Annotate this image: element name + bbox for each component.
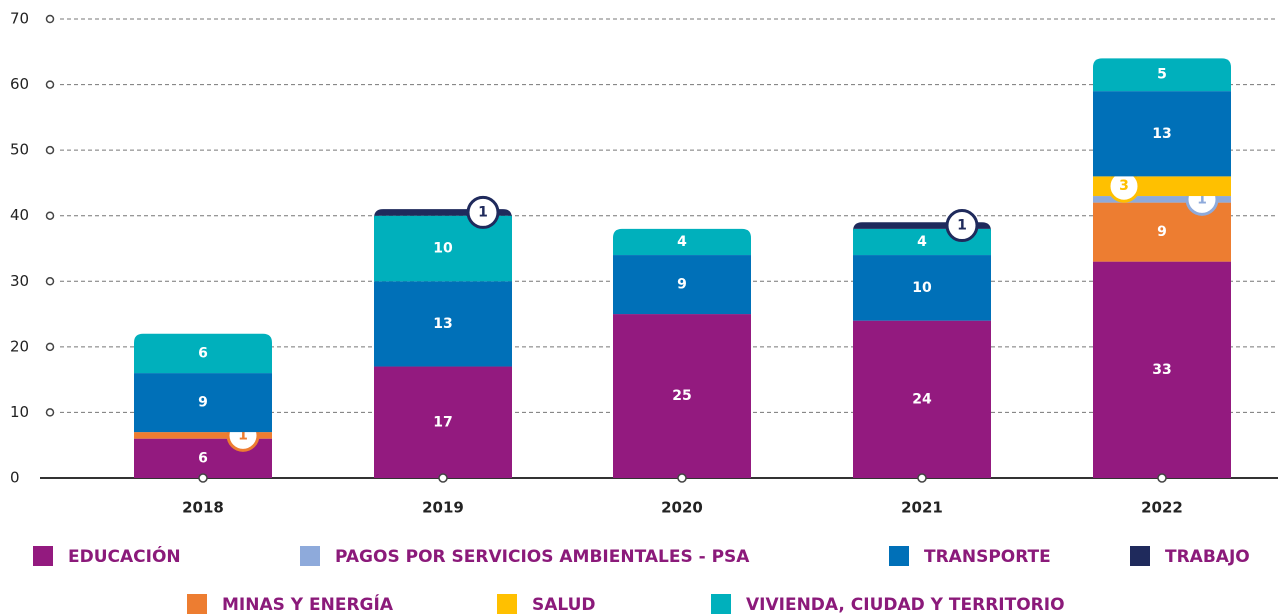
bar-segment (853, 320, 991, 478)
legend-swatch (1130, 546, 1150, 566)
x-tick-dot (438, 473, 448, 483)
legend-label: TRABAJO (1165, 547, 1250, 567)
y-tick-dot (45, 408, 55, 417)
data-label: 17 (433, 414, 452, 430)
y-tick-dot (45, 80, 55, 89)
y-tick-label: 70 (10, 10, 29, 28)
data-label: 25 (672, 388, 691, 404)
y-tick-label: 0 (10, 469, 20, 487)
legend-swatch (187, 594, 207, 614)
callout (945, 209, 979, 243)
y-tick-dot (45, 145, 55, 155)
data-label: 9 (198, 395, 208, 411)
x-tick-label: 2021 (901, 499, 943, 517)
data-label: 6 (198, 345, 208, 361)
data-label: 1 (957, 218, 967, 234)
bar-segment (613, 314, 751, 478)
data-label: 4 (917, 234, 927, 250)
bar-segment (853, 255, 991, 321)
x-tick-label: 2019 (422, 499, 464, 517)
bar-segment (613, 255, 751, 315)
data-label: 1 (238, 427, 248, 443)
y-tick-label: 20 (10, 337, 29, 355)
y-tick-dot (45, 211, 55, 220)
x-tick-label: 2018 (182, 499, 224, 517)
callout (466, 195, 500, 229)
data-label: 1 (478, 204, 488, 220)
data-label: 10 (912, 280, 932, 296)
data-label: 3 (1119, 178, 1129, 194)
bar-segment (134, 373, 272, 433)
data-label: 9 (677, 277, 687, 293)
x-tick-dot (198, 473, 208, 483)
y-tick-label: 10 (10, 403, 29, 421)
legend-swatch (497, 594, 517, 614)
data-label: 13 (1152, 126, 1171, 142)
legend-label: TRANSPORTE (924, 547, 1051, 567)
x-tick-dot (917, 473, 927, 483)
y-tick-dot (45, 14, 55, 24)
bar-segment (1093, 91, 1231, 177)
x-tick-label: 2022 (1141, 499, 1183, 517)
data-label: 9 (1157, 224, 1167, 240)
bar-segment (134, 432, 272, 439)
legend-swatch (33, 546, 53, 566)
bar-segment (1093, 261, 1231, 478)
data-label: 10 (433, 241, 453, 257)
x-tick-dot (677, 473, 687, 483)
data-label: 4 (677, 234, 687, 250)
data-label: 6 (198, 450, 208, 466)
bar-segment (134, 333, 272, 374)
legend-label: VIVIENDA, CIUDAD Y TERRITORIO (746, 595, 1065, 615)
data-label: 24 (912, 391, 932, 407)
legend-label: PAGOS POR SERVICIOS AMBIENTALES - PSA (335, 547, 750, 567)
legend-swatch (889, 546, 909, 566)
bar-segment (374, 366, 512, 478)
y-tick-label: 50 (10, 141, 29, 159)
bar-segment (1093, 58, 1231, 92)
x-tick-dot (1157, 473, 1167, 483)
bar-segment (613, 228, 751, 256)
bar-segment (374, 281, 512, 367)
y-tick-label: 30 (10, 272, 29, 290)
data-label: 33 (1152, 362, 1171, 378)
data-label: 1 (1197, 191, 1207, 207)
y-tick-dot (45, 342, 55, 352)
legend-label: SALUD (532, 595, 596, 615)
data-label: 13 (433, 316, 452, 332)
x-tick-label: 2020 (661, 499, 703, 517)
y-tick-dot (45, 277, 55, 286)
legend-label: EDUCACIÓN (68, 545, 181, 567)
legend-swatch (300, 546, 320, 566)
y-tick-label: 40 (10, 206, 29, 224)
y-tick-label: 60 (10, 75, 29, 93)
legend-label: MINAS Y ENERGÍA (222, 593, 394, 615)
legend-swatch (711, 594, 731, 614)
bar-segment (1093, 196, 1231, 203)
data-label: 5 (1157, 67, 1167, 83)
